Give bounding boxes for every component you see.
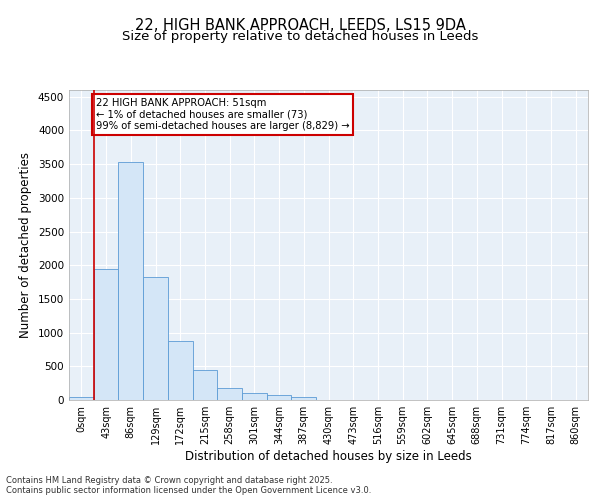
- Bar: [267, 395, 292, 400]
- Bar: [143, 278, 168, 400]
- Bar: [118, 162, 143, 400]
- Bar: [94, 268, 118, 400]
- Bar: [242, 392, 267, 400]
- Bar: [217, 388, 242, 400]
- Y-axis label: Number of detached properties: Number of detached properties: [19, 152, 32, 338]
- Text: 22 HIGH BANK APPROACH: 51sqm
← 1% of detached houses are smaller (73)
99% of sem: 22 HIGH BANK APPROACH: 51sqm ← 1% of det…: [95, 98, 349, 132]
- Bar: [193, 370, 217, 400]
- Text: Contains HM Land Registry data © Crown copyright and database right 2025.
Contai: Contains HM Land Registry data © Crown c…: [6, 476, 371, 495]
- Text: 22, HIGH BANK APPROACH, LEEDS, LS15 9DA: 22, HIGH BANK APPROACH, LEEDS, LS15 9DA: [134, 18, 466, 32]
- Bar: [69, 396, 94, 400]
- Text: Size of property relative to detached houses in Leeds: Size of property relative to detached ho…: [122, 30, 478, 43]
- Bar: [168, 342, 193, 400]
- Bar: [292, 397, 316, 400]
- X-axis label: Distribution of detached houses by size in Leeds: Distribution of detached houses by size …: [185, 450, 472, 463]
